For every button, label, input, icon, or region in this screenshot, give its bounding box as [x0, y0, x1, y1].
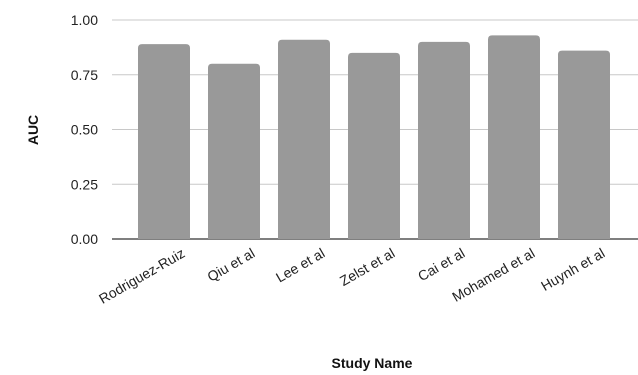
bar: [278, 39, 330, 240]
bar: [558, 50, 610, 239]
bar: [418, 41, 470, 240]
y-tick-label: 0.00: [71, 231, 98, 247]
bar: [208, 63, 260, 239]
y-axis-title: AUC: [25, 115, 41, 145]
bars: [138, 35, 610, 240]
y-tick-label: 0.50: [71, 122, 98, 138]
x-tick-label: Lee et al: [273, 245, 328, 286]
x-tick-label: Cai et al: [415, 245, 467, 285]
x-tick-label: Rodriguez-Ruiz: [96, 245, 188, 307]
x-axis-title: Study Name: [332, 355, 413, 371]
y-tick-labels: 0.00 0.25 0.50 0.75 1.00: [71, 12, 98, 247]
y-tick-label: 1.00: [71, 12, 98, 28]
x-tick-label: Huynh et al: [538, 245, 607, 294]
x-tick-labels: Rodriguez-Ruiz Qiu et al Lee et al Zelst et…: [96, 245, 608, 307]
bar: [488, 35, 540, 239]
bar: [138, 44, 190, 240]
x-tick-label: Zelst et al: [337, 245, 398, 289]
bar: [348, 52, 400, 239]
y-tick-label: 0.25: [71, 176, 98, 192]
x-tick-label: Qiu et al: [204, 245, 257, 285]
y-tick-label: 0.75: [71, 67, 98, 83]
